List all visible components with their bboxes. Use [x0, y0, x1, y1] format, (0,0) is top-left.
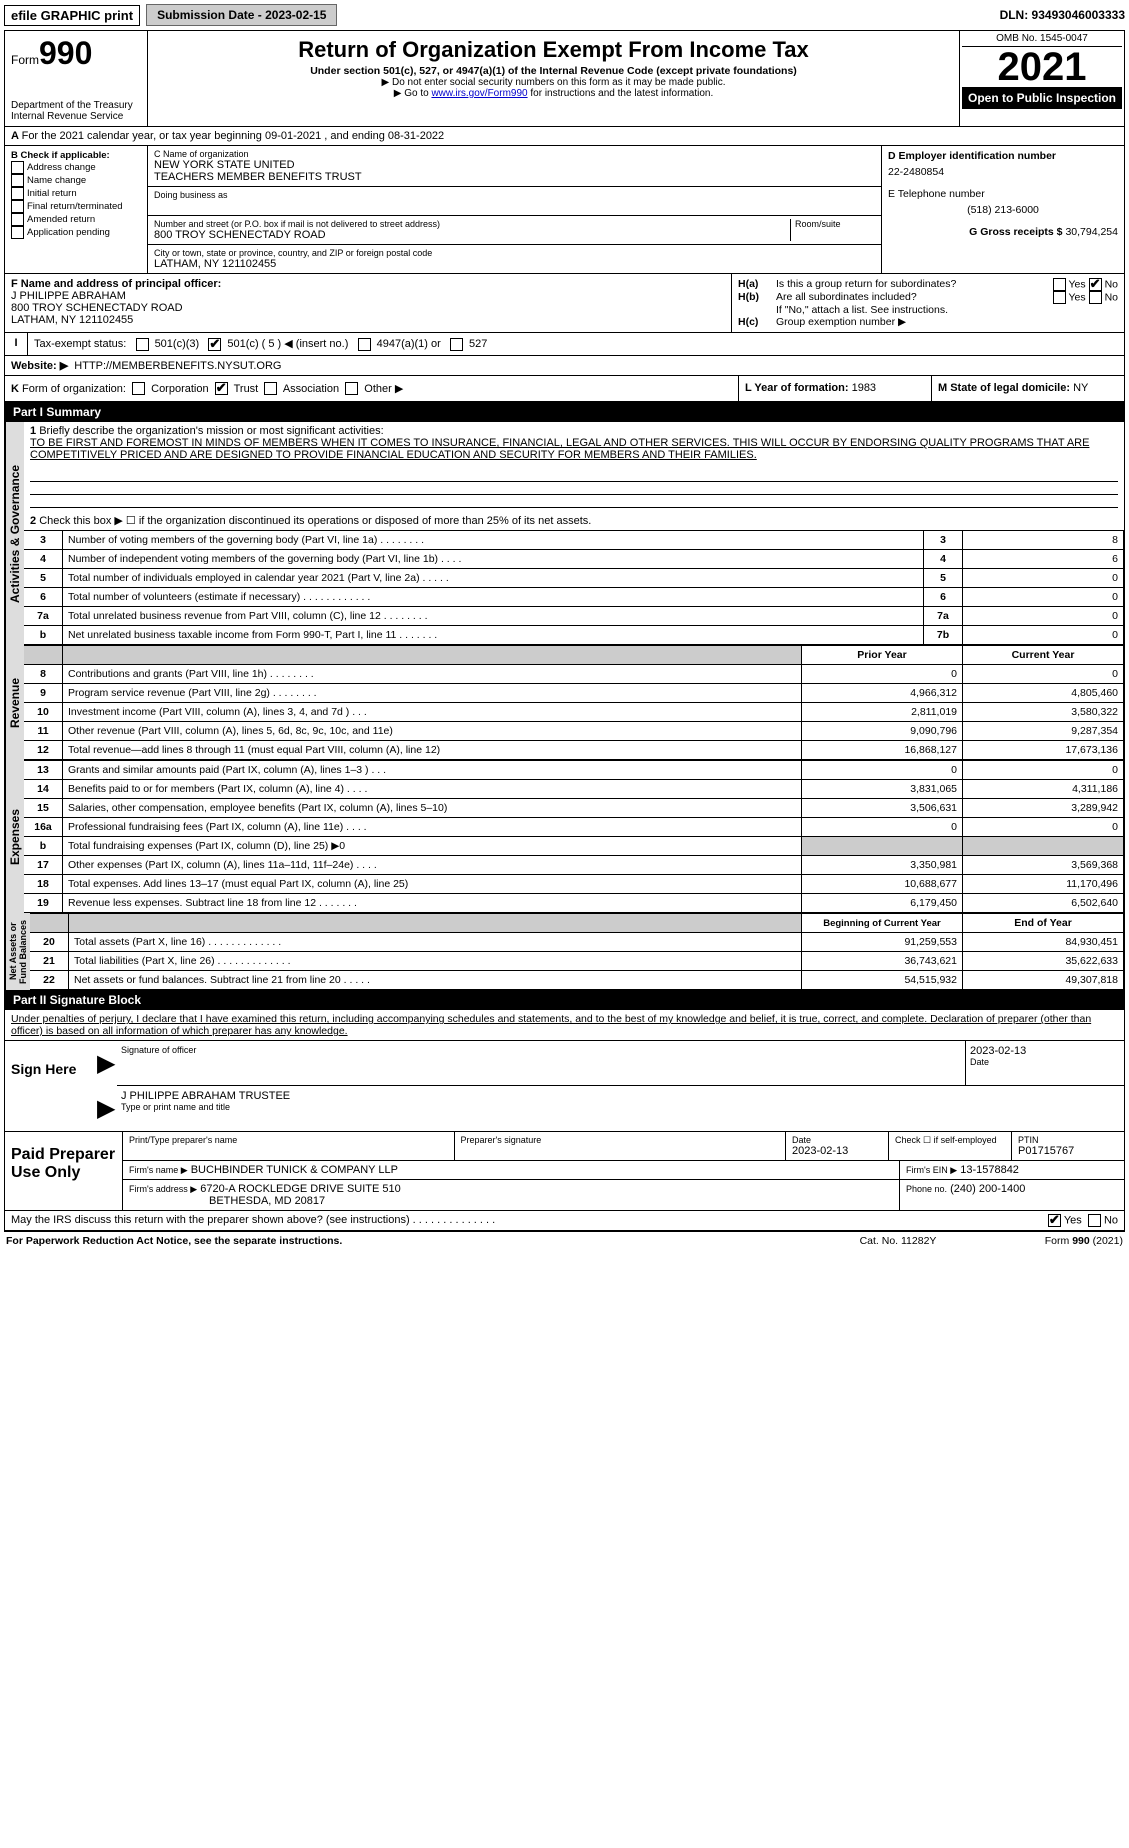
firm-addr2: BETHESDA, MD 20817: [209, 1195, 325, 1207]
k-label: Form of organization:: [22, 383, 126, 395]
cb-amended-return[interactable]: [11, 213, 24, 226]
cb-name-change[interactable]: [11, 174, 24, 187]
cb-other[interactable]: [345, 382, 358, 395]
discuss-yes[interactable]: [1048, 1214, 1061, 1227]
mission-text: TO BE FIRST AND FOREMOST IN MINDS OF MEM…: [30, 437, 1089, 461]
f-label: F Name and address of principal officer:: [11, 278, 221, 290]
dept-treasury: Department of the Treasury: [11, 100, 141, 111]
cb-application-pending[interactable]: [11, 226, 24, 239]
officer-street: 800 TROY SCHENECTADY ROAD: [11, 302, 183, 314]
room-label: Room/suite: [795, 219, 875, 229]
sig-officer-label: Signature of officer: [121, 1045, 961, 1055]
tab-expenses: Expenses: [5, 760, 24, 913]
cb-initial-return[interactable]: [11, 187, 24, 200]
paid-preparer-label: Paid Preparer Use Only: [5, 1132, 122, 1210]
tab-revenue: Revenue: [5, 645, 24, 760]
d-label: D Employer identification number: [888, 150, 1056, 162]
hb-no[interactable]: [1089, 291, 1102, 304]
discuss-no[interactable]: [1088, 1214, 1101, 1227]
section-b-label: B Check if applicable:: [11, 150, 110, 161]
discuss-question: May the IRS discuss this return with the…: [11, 1214, 1048, 1227]
cb-trust[interactable]: [215, 382, 228, 395]
cb-assoc[interactable]: [264, 382, 277, 395]
street-label: Number and street (or P.O. box if mail i…: [154, 219, 790, 229]
irs-link[interactable]: www.irs.gov/Form990: [431, 88, 527, 99]
tab-netassets: Net Assets orFund Balances: [5, 913, 30, 990]
telephone: (518) 213-6000: [888, 204, 1118, 216]
instructions-note: ▶ Go to www.irs.gov/Form990 for instruct…: [154, 88, 953, 99]
state-domicile: NY: [1073, 382, 1088, 394]
cb-527[interactable]: [450, 338, 463, 351]
officer-name: J PHILIPPE ABRAHAM: [11, 290, 126, 302]
hc-label: Group exemption number ▶: [776, 316, 906, 328]
tax-year: 2021: [962, 47, 1122, 87]
cb-501c3[interactable]: [136, 338, 149, 351]
governance-table: 3Number of voting members of the governi…: [24, 530, 1124, 645]
sign-here-label: Sign Here: [5, 1041, 97, 1131]
sig-date: 2023-02-13: [970, 1045, 1120, 1057]
i-label: I: [5, 333, 28, 355]
ha-no[interactable]: [1089, 278, 1102, 291]
city-label: City or town, state or province, country…: [154, 248, 875, 258]
dln: DLN: 93493046003333: [1000, 8, 1125, 22]
open-to-public: Open to Public Inspection: [962, 87, 1122, 109]
cb-501c[interactable]: [208, 338, 221, 351]
form-title: Return of Organization Exempt From Incom…: [154, 37, 953, 63]
tax-exempt-label: Tax-exempt status:: [34, 338, 126, 350]
expenses-table: 13Grants and similar amounts paid (Part …: [24, 760, 1124, 913]
year-formation: 1983: [852, 382, 876, 394]
g-label: G Gross receipts $: [969, 226, 1062, 238]
ptin: P01715767: [1018, 1145, 1118, 1157]
form-footer: Form 990 (2021): [973, 1235, 1123, 1247]
q2: Check this box ▶ ☐ if the organization d…: [39, 515, 591, 527]
perjury-declaration: Under penalties of perjury, I declare th…: [5, 1010, 1124, 1040]
firm-name: BUCHBINDER TUNICK & COMPANY LLP: [191, 1164, 398, 1176]
officer-city: LATHAM, NY 121102455: [11, 314, 133, 326]
officer-print-name: J PHILIPPE ABRAHAM TRUSTEE: [121, 1090, 1120, 1102]
cb-final-return[interactable]: [11, 200, 24, 213]
org-name: NEW YORK STATE UNITED TEACHERS MEMBER BE…: [154, 159, 875, 183]
part1-header: Part I Summary: [5, 402, 1124, 422]
hb-yes[interactable]: [1053, 291, 1066, 304]
cb-corp[interactable]: [132, 382, 145, 395]
revenue-table: Prior YearCurrent Year8Contributions and…: [24, 645, 1124, 760]
irs-label: Internal Revenue Service: [11, 111, 141, 122]
website: HTTP://MEMBERBENEFITS.NYSUT.ORG: [74, 360, 281, 372]
dba-label: Doing business as: [154, 190, 875, 200]
cb-address-change[interactable]: [11, 161, 24, 174]
gross-receipts: 30,794,254: [1065, 226, 1118, 238]
ha-label: Is this a group return for subordinates?: [776, 278, 1053, 291]
firm-ein: 13-1578842: [960, 1164, 1019, 1176]
pra-notice: For Paperwork Reduction Act Notice, see …: [6, 1235, 823, 1247]
city-address: LATHAM, NY 121102455: [154, 258, 875, 270]
m-label: M State of legal domicile:: [938, 382, 1070, 394]
cb-4947[interactable]: [358, 338, 371, 351]
street-address: 800 TROY SCHENECTADY ROAD: [154, 229, 790, 241]
ein: 22-2480854: [888, 166, 1118, 178]
efile-badge: efile GRAPHIC print: [4, 5, 140, 26]
firm-addr1: 6720-A ROCKLEDGE DRIVE SUITE 510: [200, 1183, 401, 1195]
part2-header: Part II Signature Block: [5, 990, 1124, 1010]
l-label: L Year of formation:: [745, 382, 849, 394]
form-subtitle: Under section 501(c), 527, or 4947(a)(1)…: [154, 65, 953, 77]
date-label: Date: [970, 1057, 1120, 1067]
type-name-label: Type or print name and title: [121, 1102, 1120, 1112]
firm-phone: (240) 200-1400: [950, 1183, 1025, 1195]
cat-no: Cat. No. 11282Y: [823, 1235, 973, 1247]
line-a: A For the 2021 calendar year, or tax yea…: [5, 127, 1124, 146]
ha-yes[interactable]: [1053, 278, 1066, 291]
hb-label: Are all subordinates included?: [776, 291, 1053, 304]
q1: Briefly describe the organization's miss…: [39, 425, 383, 437]
tab-activities: Activities & Governance: [5, 422, 24, 645]
submission-date-button[interactable]: Submission Date - 2023-02-15: [146, 4, 337, 26]
ssn-note: ▶ Do not enter social security numbers o…: [154, 77, 953, 88]
hb-note: If "No," attach a list. See instructions…: [738, 304, 1118, 316]
c-name-label: C Name of organization: [154, 149, 875, 159]
netassets-table: Beginning of Current YearEnd of Year20To…: [30, 913, 1124, 990]
j-label: Website: ▶: [11, 360, 68, 372]
form-number: Form990: [11, 35, 141, 72]
e-label: E Telephone number: [888, 188, 1118, 200]
